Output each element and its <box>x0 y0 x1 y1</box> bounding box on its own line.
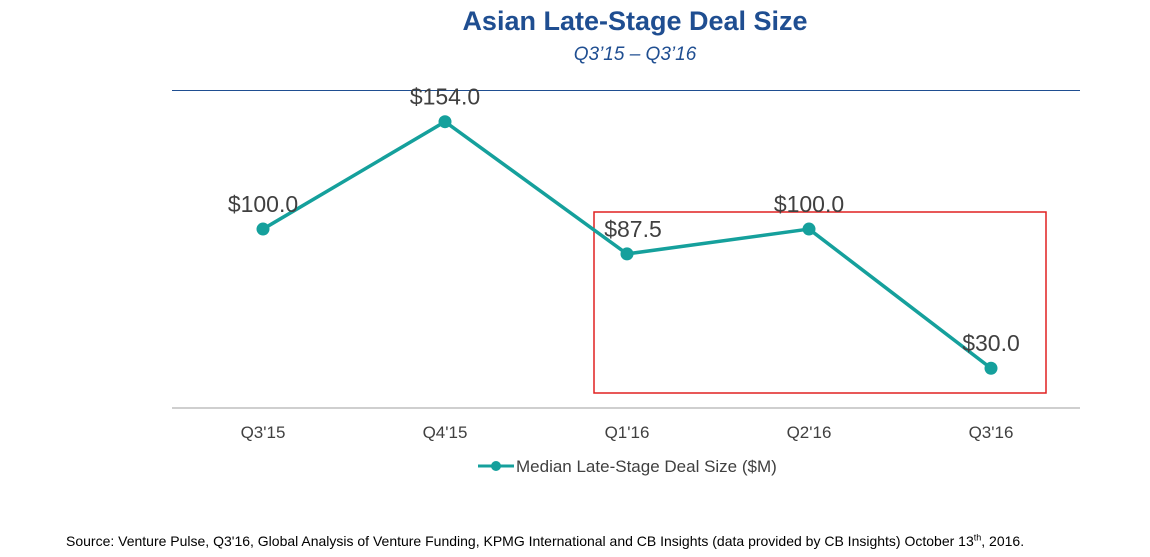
chart-subtitle: Q3’15 – Q3’16 <box>573 44 697 65</box>
data-label: $30.0 <box>962 330 1020 356</box>
source-text-end: , 2016. <box>981 533 1025 549</box>
x-tick-label: Q4'15 <box>423 423 468 442</box>
highlight-box <box>593 211 1047 394</box>
data-label: $87.5 <box>604 216 662 242</box>
data-point <box>802 222 816 236</box>
x-tick-label: Q3'15 <box>241 423 286 442</box>
source-note: Source: Venture Pulse, Q3'16, Global Ana… <box>66 533 1024 549</box>
title-divider <box>172 90 1080 91</box>
x-tick-label: Q2'16 <box>787 423 832 442</box>
x-tick-label: Q3'16 <box>969 423 1014 442</box>
source-text: Source: Venture Pulse, Q3'16, Global Ana… <box>66 533 974 549</box>
legend-label: Median Late-Stage Deal Size ($M) <box>516 457 777 476</box>
data-point <box>984 361 998 375</box>
series-line <box>262 119 993 370</box>
data-point <box>438 115 452 129</box>
data-label: $100.0 <box>774 191 844 217</box>
data-label: $100.0 <box>228 191 298 217</box>
source-superscript: th <box>973 532 982 543</box>
data-point <box>620 247 634 261</box>
legend-marker <box>491 461 501 471</box>
chart-title: Asian Late-Stage Deal Size <box>462 6 808 36</box>
data-point <box>256 222 270 236</box>
data-label: $154.0 <box>410 84 480 110</box>
x-tick-label: Q1'16 <box>605 423 650 442</box>
